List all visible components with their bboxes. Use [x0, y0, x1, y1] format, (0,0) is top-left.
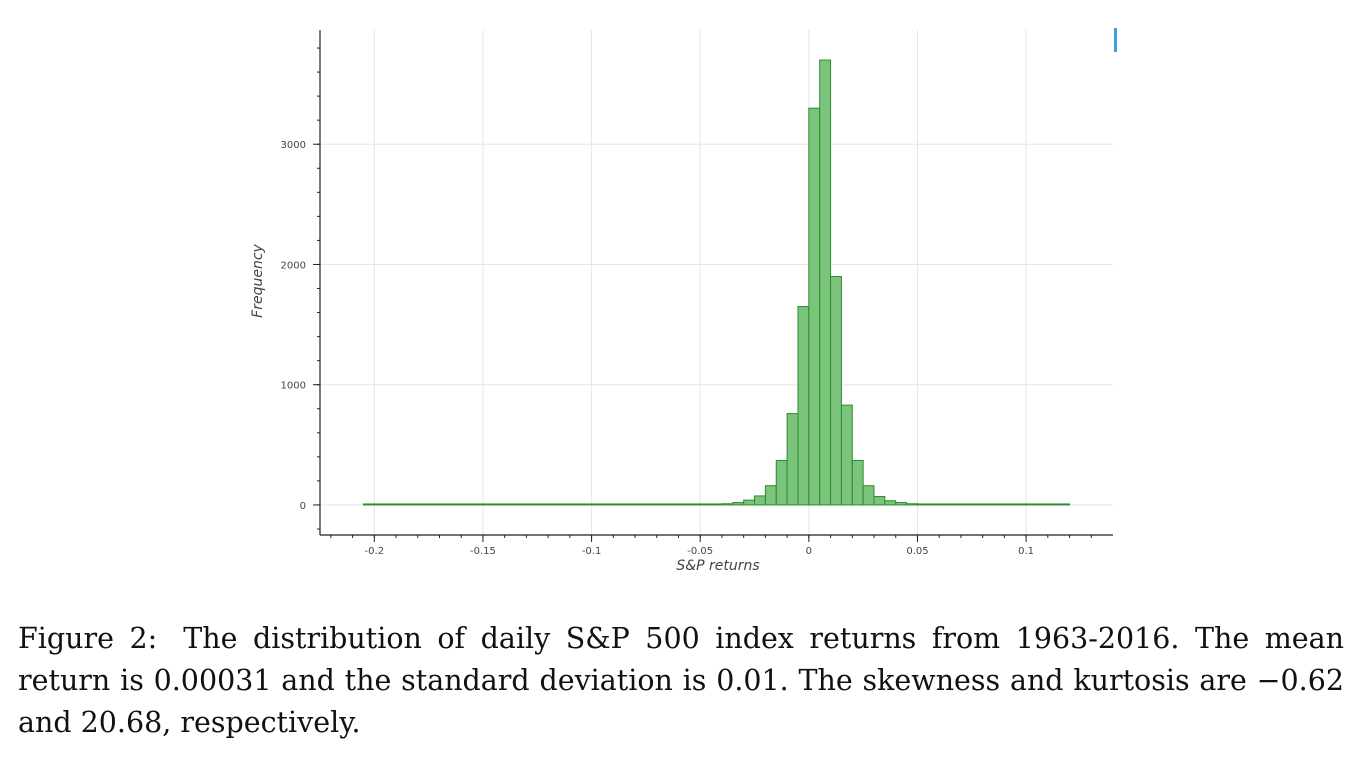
histogram-bar [754, 495, 766, 506]
histogram-bar [699, 503, 723, 506]
caption-text: The distribution of daily S&P 500 index … [18, 622, 1344, 739]
histogram-bar [656, 503, 701, 506]
x-tick-label: -0.2 [365, 546, 385, 557]
histogram-bar [906, 503, 918, 506]
histogram-bar [873, 496, 886, 506]
histogram-bar [960, 503, 1071, 506]
histogram-bar [927, 503, 962, 506]
y-tick-label: 0 [300, 501, 306, 512]
figure-caption: Figure 2: The distribution of daily S&P 5… [18, 618, 1344, 744]
histogram-bar [884, 500, 897, 506]
histogram-bar [895, 502, 908, 506]
x-tick-label: -0.1 [582, 546, 602, 557]
histogram-bar [808, 107, 821, 506]
histogram-bar [764, 485, 777, 506]
x-axis-title: S&P returns [676, 558, 759, 574]
histogram-bar [786, 413, 799, 506]
y-tick-label: 2000 [281, 260, 306, 271]
histogram-bar [840, 404, 853, 506]
x-tick-label: 0.05 [906, 546, 928, 557]
y-tick-label: 3000 [281, 140, 306, 151]
x-tick-label: -0.05 [687, 546, 713, 557]
histogram-bar [721, 503, 734, 506]
histogram-bar [797, 306, 810, 506]
histogram-bar [362, 503, 658, 506]
x-tick-label: 0.1 [1018, 546, 1034, 557]
histogram-bar [916, 503, 929, 506]
axes [319, 30, 1113, 536]
x-tick-label: 0 [806, 546, 812, 557]
y-axis-ticks: 0 1000 2000 3000 [281, 47, 320, 530]
toolbar-indicator[interactable] [1114, 28, 1117, 52]
x-tick-label: -0.15 [470, 546, 496, 557]
histogram-bar [830, 275, 842, 506]
figure-label: Figure 2: [18, 622, 158, 655]
histogram-bar [862, 485, 875, 506]
x-axis-ticks: -0.2 -0.15 -0.1 -0.05 0 0.05 0.1 [330, 535, 1092, 557]
histogram-bar [819, 59, 832, 506]
histogram-bar [743, 499, 756, 506]
y-tick-label: 1000 [281, 381, 306, 392]
y-axis-title: Frequency [250, 243, 266, 317]
histogram-bar [851, 459, 864, 506]
histogram-bars [362, 59, 1071, 506]
histogram-bar [732, 502, 745, 506]
histogram-chart: -0.2 -0.15 -0.1 -0.05 0 0.05 0.1 0 1000 2000 3000… [250, 28, 1117, 574]
grid-lines [320, 30, 1113, 535]
histogram-bar [775, 459, 788, 506]
